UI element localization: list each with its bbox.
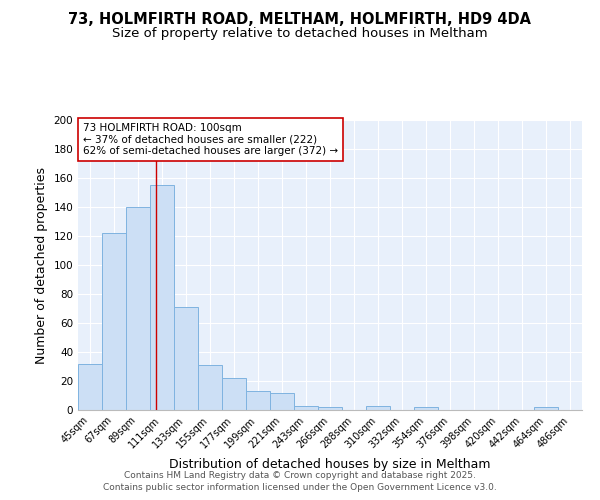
X-axis label: Distribution of detached houses by size in Meltham: Distribution of detached houses by size … [169,458,491,471]
Text: Size of property relative to detached houses in Meltham: Size of property relative to detached ho… [112,28,488,40]
Bar [534,407,558,410]
Bar [174,307,198,410]
Bar [102,233,126,410]
Text: 73 HOLMFIRTH ROAD: 100sqm
← 37% of detached houses are smaller (222)
62% of semi: 73 HOLMFIRTH ROAD: 100sqm ← 37% of detac… [83,123,338,156]
Bar [366,406,390,410]
Bar [78,364,102,410]
Bar [150,185,174,410]
Bar [294,406,318,410]
Bar [246,391,270,410]
Bar [414,407,438,410]
Y-axis label: Number of detached properties: Number of detached properties [35,166,48,364]
Bar [126,207,150,410]
Bar [222,378,246,410]
Bar [270,392,294,410]
Text: 73, HOLMFIRTH ROAD, MELTHAM, HOLMFIRTH, HD9 4DA: 73, HOLMFIRTH ROAD, MELTHAM, HOLMFIRTH, … [68,12,532,28]
Bar [318,407,342,410]
Bar [198,365,222,410]
Text: Contains HM Land Registry data © Crown copyright and database right 2025.
Contai: Contains HM Land Registry data © Crown c… [103,471,497,492]
